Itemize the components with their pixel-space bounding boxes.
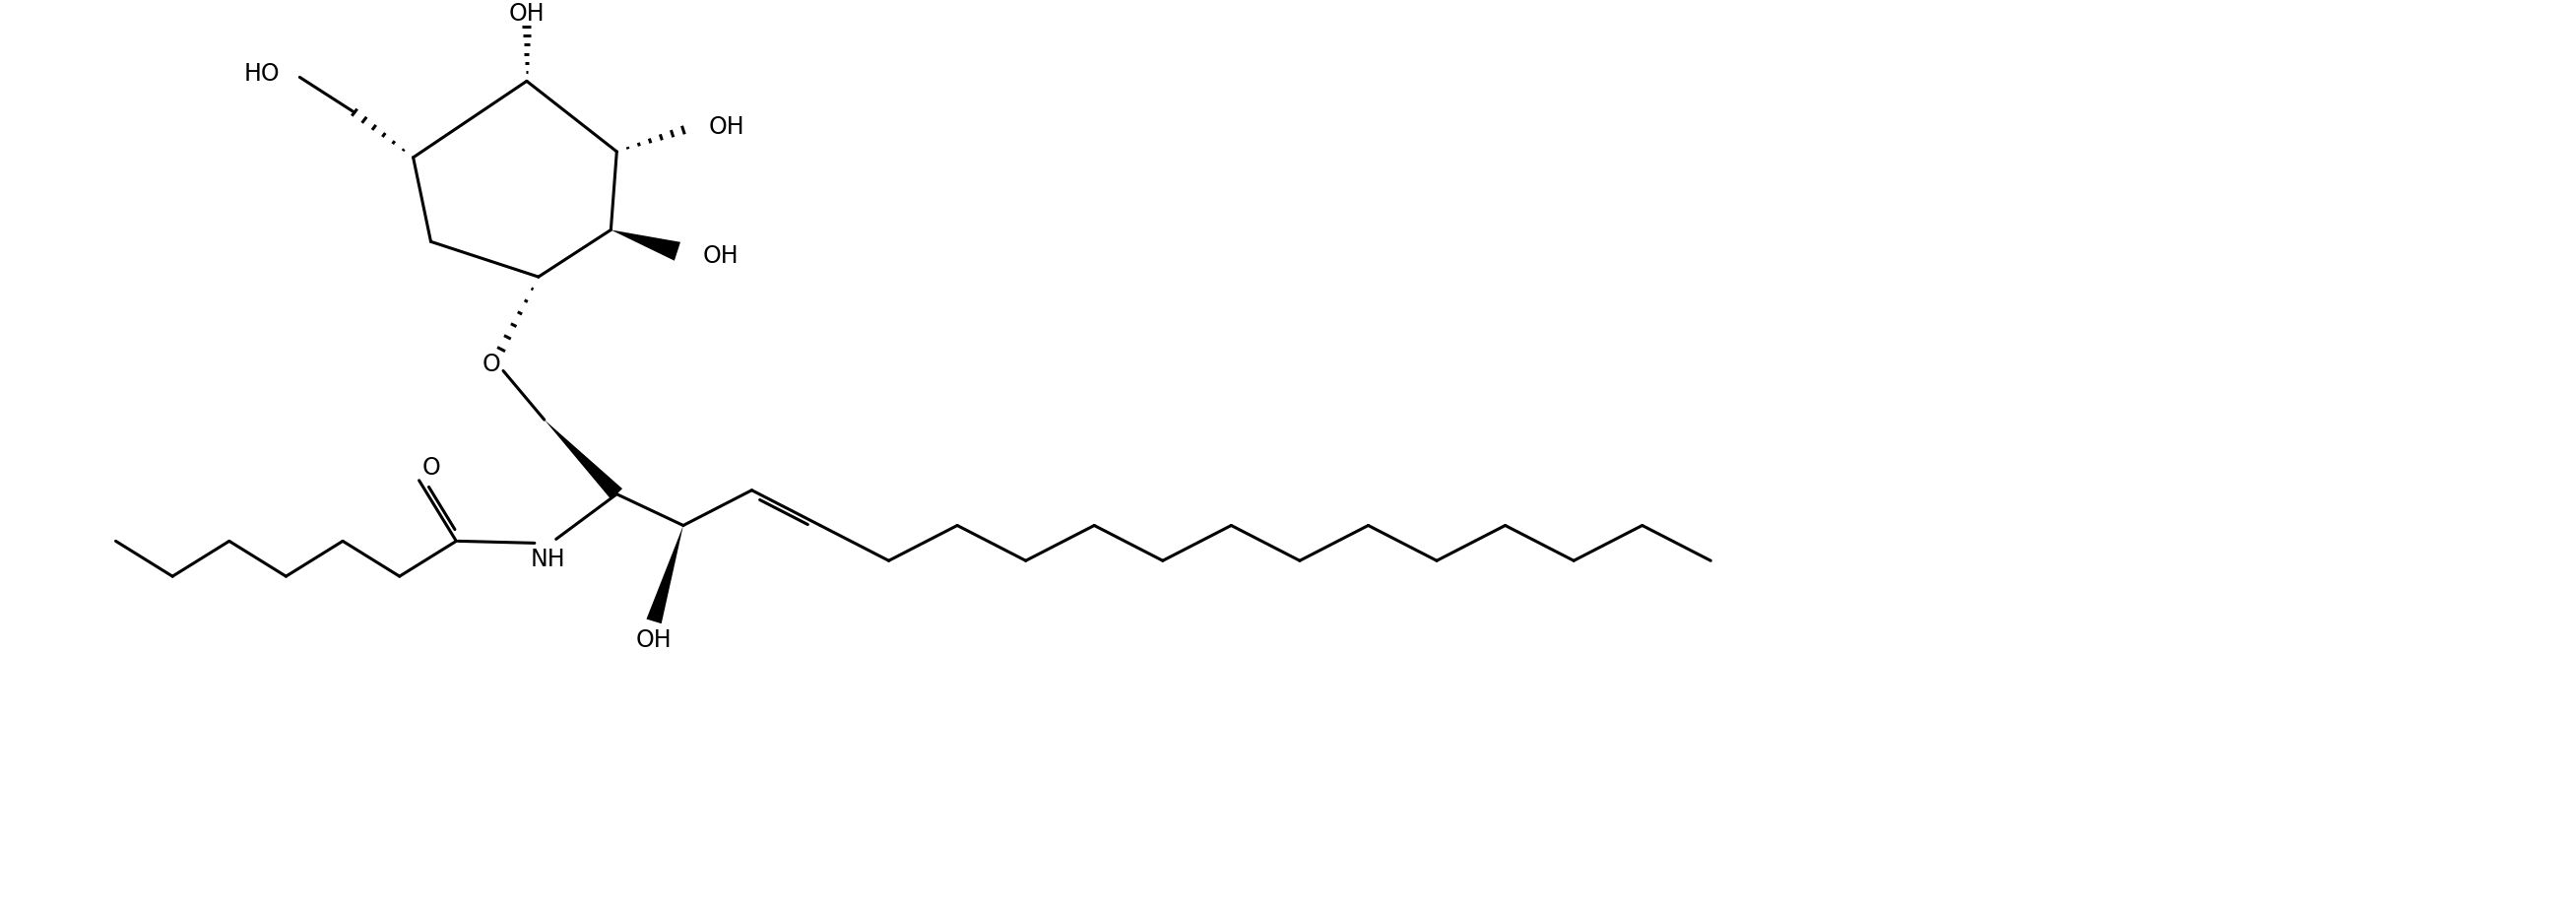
- Text: OH: OH: [708, 115, 744, 139]
- Text: O: O: [482, 352, 500, 375]
- Text: HO: HO: [245, 62, 281, 86]
- Text: OH: OH: [507, 2, 544, 26]
- Text: OH: OH: [636, 627, 672, 651]
- Polygon shape: [611, 231, 680, 261]
- Polygon shape: [544, 420, 623, 500]
- Text: O: O: [422, 456, 440, 479]
- Text: OH: OH: [703, 244, 739, 268]
- Polygon shape: [647, 526, 683, 624]
- Text: NH: NH: [531, 547, 567, 571]
